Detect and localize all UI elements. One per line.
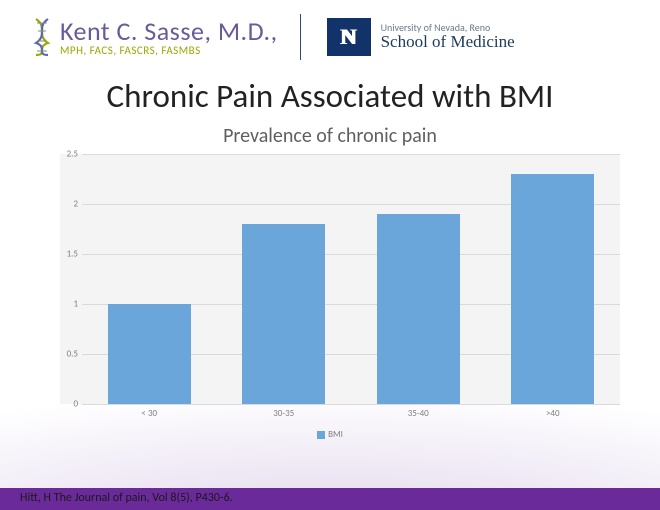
x-tick-label: < 30 bbox=[82, 404, 217, 419]
chart-x-labels: < 3030-3535-40>40 bbox=[82, 404, 620, 419]
header: Kent C. Sasse, M.D., MPH, FACS, FASCRS, … bbox=[0, 0, 660, 66]
chart-title: Prevalence of chronic pain bbox=[40, 124, 620, 148]
bar bbox=[377, 214, 460, 404]
affiliation-block: N University of Nevada, Reno School of M… bbox=[327, 18, 515, 56]
slide: Kent C. Sasse, M.D., MPH, FACS, FASCRS, … bbox=[0, 0, 660, 510]
x-tick-label: >40 bbox=[486, 404, 621, 419]
affiliation-text: University of Nevada, Reno School of Med… bbox=[381, 22, 515, 52]
y-tick-label: 0.5 bbox=[60, 349, 78, 360]
header-divider bbox=[300, 14, 301, 60]
author-credentials: MPH, FACS, FASCRS, FASMBS bbox=[60, 45, 278, 57]
bars-container bbox=[82, 154, 620, 404]
gridline bbox=[82, 404, 620, 405]
x-tick-label: 30-35 bbox=[217, 404, 352, 419]
affiliation-mainline: School of Medicine bbox=[381, 33, 515, 52]
y-tick-label: 2 bbox=[60, 199, 78, 210]
unr-badge-letter: N bbox=[341, 24, 357, 50]
chart-plot-area: 00.511.522.5 bbox=[60, 154, 620, 404]
bar bbox=[108, 304, 191, 404]
chart: Prevalence of chronic pain 00.511.522.5 … bbox=[40, 124, 620, 444]
bar-slot bbox=[82, 154, 217, 404]
y-tick-label: 2.5 bbox=[60, 149, 78, 160]
author-name: Kent C. Sasse, M.D., bbox=[60, 18, 278, 45]
y-tick-label: 0 bbox=[60, 399, 78, 410]
legend-label: BMI bbox=[328, 429, 343, 440]
unr-badge: N bbox=[327, 18, 371, 56]
dna-helix-icon bbox=[30, 17, 54, 57]
author-name-block: Kent C. Sasse, M.D., MPH, FACS, FASCRS, … bbox=[60, 18, 278, 57]
bar-slot bbox=[217, 154, 352, 404]
footer-citation: Hitt, H The Journal of pain, Vol 8(5), P… bbox=[0, 488, 660, 510]
bar bbox=[242, 224, 325, 404]
chart-legend: BMI bbox=[40, 429, 620, 440]
legend-swatch bbox=[317, 431, 325, 439]
bar-slot bbox=[351, 154, 486, 404]
y-tick-label: 1 bbox=[60, 299, 78, 310]
slide-title: Chronic Pain Associated with BMI bbox=[0, 76, 660, 116]
bar bbox=[511, 174, 594, 404]
bar-slot bbox=[486, 154, 621, 404]
x-tick-label: 35-40 bbox=[351, 404, 486, 419]
y-tick-label: 1.5 bbox=[60, 249, 78, 260]
